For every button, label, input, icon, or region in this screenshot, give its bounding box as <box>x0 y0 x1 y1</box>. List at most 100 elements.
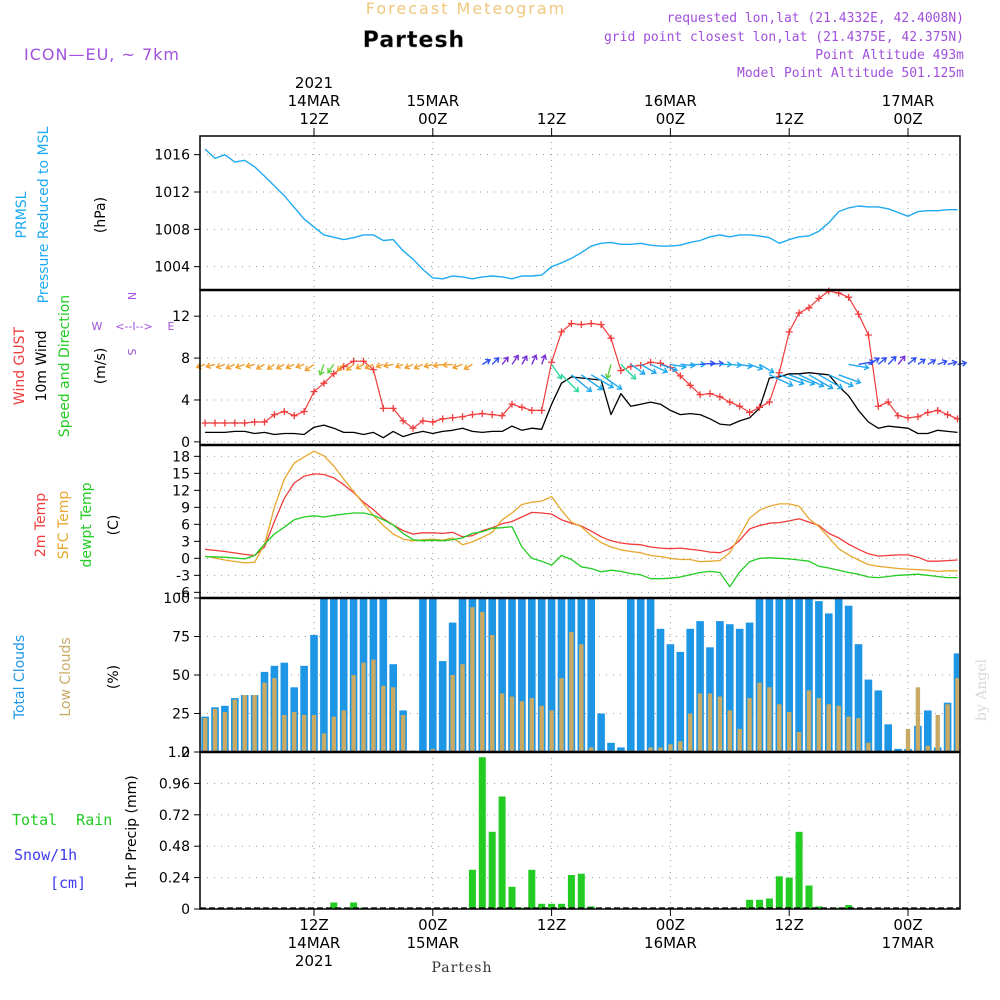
gust-marker <box>290 412 298 420</box>
gust-marker <box>795 309 803 317</box>
wind-direction-arrow <box>700 360 716 367</box>
low-cloud-label: Low Clouds <box>58 637 74 716</box>
wind-direction-arrow <box>897 355 906 365</box>
gust-marker <box>369 366 377 374</box>
cloud-ytick-label: 50 <box>172 668 190 684</box>
low-cloud-bar <box>925 745 930 752</box>
low-cloud-bar <box>361 662 366 752</box>
sfc-label: SFC Temp <box>56 491 72 560</box>
total-cloud-bar <box>537 598 546 752</box>
temp-ytick-label: -3 <box>176 568 190 584</box>
wind-direction-arrow <box>511 354 519 365</box>
rain-bar <box>845 905 853 909</box>
low-cloud-bar <box>935 715 940 752</box>
low-cloud-bar <box>499 693 505 752</box>
total-cloud-bar <box>438 661 447 752</box>
total-cloud-bar <box>924 710 932 752</box>
pressure-ytick-label: 1008 <box>154 222 190 238</box>
temp-ytick-label: 18 <box>172 449 190 465</box>
low-cloud-bar <box>796 732 802 752</box>
top-tick-label: 14MAR <box>288 92 341 110</box>
wind-unit: (m/s) <box>93 348 109 385</box>
wind-direction-arrow <box>561 374 580 393</box>
temp-ytick-label: 6 <box>181 517 190 533</box>
precip-panel <box>200 757 960 910</box>
rain-bar <box>785 877 793 909</box>
low-cloud-bar <box>589 747 594 752</box>
gust-marker <box>845 293 853 301</box>
gust-marker <box>449 414 457 422</box>
wind-direction-arrow <box>394 362 404 369</box>
wind-direction-arrow <box>345 363 355 371</box>
top-tick-label: 12Z <box>775 110 804 128</box>
wind-direction-arrow <box>491 357 500 365</box>
wind-direction-arrow <box>947 359 958 367</box>
total-cloud-bar <box>795 598 803 752</box>
gust-marker <box>379 404 387 412</box>
wind-direction-arrow <box>650 363 669 374</box>
wind-direction-arrow <box>413 363 424 370</box>
gust-marker <box>597 321 605 329</box>
bottom-tick-label: 00Z <box>893 916 922 934</box>
low-cloud-bar <box>292 712 297 752</box>
pressure-ytick-label: 1004 <box>154 260 190 276</box>
gust-marker <box>607 334 615 342</box>
wind-direction-arrow <box>630 363 646 375</box>
compass-east: E <box>168 320 175 333</box>
rain-bar <box>350 902 358 909</box>
gust-marker <box>577 321 585 329</box>
low-cloud-bar <box>668 744 673 752</box>
top-tick-label: 2021 <box>295 74 333 92</box>
low-cloud-bar <box>341 710 346 752</box>
low-cloud-bar <box>242 695 247 752</box>
wind-direction-arrow <box>266 363 275 370</box>
low-cloud-bar <box>470 607 475 752</box>
wind-direction-arrow <box>375 362 384 369</box>
low-cloud-bar <box>391 687 396 752</box>
low-cloud-bar <box>678 741 683 752</box>
gust-marker <box>419 417 427 425</box>
sfc-temp-line <box>204 450 958 573</box>
wind-direction-arrow <box>660 363 679 373</box>
precip-ytick-label: 1.2 <box>168 745 190 761</box>
wind10-label: 10m Wind <box>34 330 50 401</box>
gust-marker <box>389 404 397 412</box>
bottom-tick-label: 12Z <box>775 916 804 934</box>
top-tick-label: 15MAR <box>406 92 459 110</box>
low-cloud-bar <box>856 718 861 752</box>
total-cloud-bar <box>607 742 615 752</box>
model-altitude: Model Point Altitude 501.125m <box>737 66 964 81</box>
total-cloud-bar <box>676 651 685 752</box>
wind-direction-arrow <box>225 363 236 370</box>
total-cloud-bar <box>636 598 645 752</box>
wind-direction-arrow <box>937 359 948 366</box>
wind-direction-arrow <box>441 361 453 369</box>
wind-frame <box>199 289 961 446</box>
gust-marker <box>686 381 694 389</box>
gust-marker <box>360 357 367 365</box>
gust-marker <box>657 359 664 367</box>
low-cloud-bar <box>905 728 911 752</box>
wind-direction-arrow <box>570 374 593 393</box>
rain-bar <box>746 899 754 909</box>
wind-direction-arrow <box>205 362 216 369</box>
pressure-panel <box>204 148 958 280</box>
wind-direction-arrow <box>887 355 897 365</box>
low-cloud-bar <box>559 678 564 752</box>
gust-marker <box>934 406 942 414</box>
dewpt-line <box>205 512 958 588</box>
total-cloud-bar <box>656 628 665 752</box>
gust-marker <box>201 419 209 427</box>
wind-direction-arrow <box>848 363 870 371</box>
low-cloud-bar <box>202 718 208 752</box>
wind-direction-arrow <box>432 362 443 369</box>
total-cloud-bar <box>310 635 318 752</box>
pressure-label-1: PRMSL <box>14 191 30 238</box>
pressure-label-2: Pressure Reduced to MSL <box>36 126 52 303</box>
wind-direction-arrow <box>275 363 285 370</box>
wind-direction-arrow <box>295 362 305 370</box>
wind-ytick-label: 4 <box>181 393 190 409</box>
compass-icon: N W E S <--I--> <box>92 292 175 356</box>
wind-direction-arrow <box>680 361 696 369</box>
gust-marker <box>478 410 486 418</box>
